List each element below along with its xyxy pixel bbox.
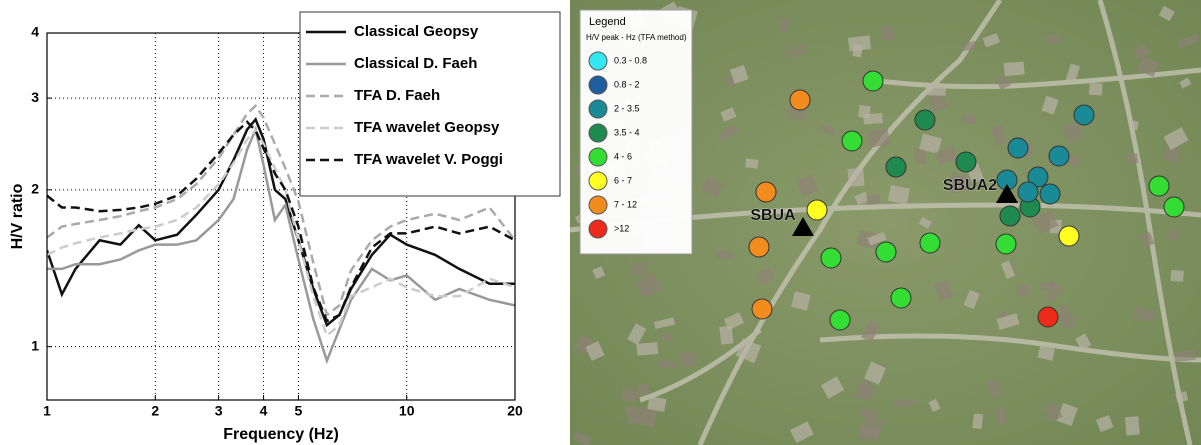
map-legend-label: 0.8 - 2 bbox=[614, 79, 640, 89]
site-marker bbox=[749, 237, 769, 257]
x-axis-label: Frequency (Hz) bbox=[223, 426, 339, 443]
legend-label: Classical D. Faeh bbox=[354, 55, 477, 72]
legend-label: TFA D. Faeh bbox=[354, 87, 440, 104]
site-marker bbox=[1038, 307, 1058, 327]
site-marker bbox=[876, 242, 896, 262]
legend-label: TFA wavelet Geopsy bbox=[354, 119, 500, 136]
site-marker bbox=[1018, 182, 1038, 202]
building bbox=[848, 35, 871, 51]
building bbox=[716, 251, 733, 260]
building bbox=[1004, 61, 1025, 76]
building bbox=[881, 26, 895, 41]
building bbox=[961, 114, 976, 124]
map-legend-swatch bbox=[589, 52, 607, 70]
building bbox=[859, 409, 877, 418]
x-tick-label: 3 bbox=[215, 403, 223, 419]
site-marker bbox=[1149, 176, 1169, 196]
map-legend-title: Legend bbox=[589, 16, 626, 28]
y-tick-label: 1 bbox=[31, 337, 39, 353]
map-legend-label: 3.5 - 4 bbox=[614, 127, 640, 137]
site-marker bbox=[1049, 146, 1069, 166]
map-legend-label: 2 - 3.5 bbox=[614, 103, 640, 113]
building bbox=[848, 168, 865, 187]
site-marker bbox=[1000, 206, 1020, 226]
building bbox=[1129, 120, 1139, 130]
x-tick-label: 20 bbox=[507, 403, 523, 419]
x-tick-label: 4 bbox=[260, 403, 268, 419]
building bbox=[636, 342, 658, 356]
site-marker bbox=[807, 200, 827, 220]
building bbox=[779, 17, 789, 33]
map-legend-subtitle: H/V peak - Hz (TFA method) bbox=[586, 33, 687, 42]
site-marker bbox=[863, 71, 883, 91]
building bbox=[638, 383, 651, 396]
x-tick-label: 1 bbox=[43, 403, 51, 419]
site-marker bbox=[915, 110, 935, 130]
x-tick-label: 10 bbox=[399, 403, 415, 419]
building bbox=[632, 261, 646, 275]
x-tick-label: 5 bbox=[295, 403, 303, 419]
map-legend-swatch bbox=[589, 196, 607, 214]
map-legend-swatch bbox=[589, 124, 607, 142]
building bbox=[1126, 153, 1139, 165]
site-marker bbox=[1164, 197, 1184, 217]
y-axis-label: H/V ratio bbox=[9, 183, 26, 249]
figure: 1 2 3 4 5 10 20 1 2 3 4 Frequency (Hz) H/V ratio Clas… bbox=[0, 0, 1201, 445]
map-legend-label: 6 - 7 bbox=[614, 175, 632, 185]
station-label: SBUA bbox=[750, 207, 796, 224]
building bbox=[962, 41, 976, 50]
site-marker bbox=[956, 152, 976, 172]
building bbox=[1059, 306, 1071, 322]
map-legend-label: 0.3 - 0.8 bbox=[614, 55, 647, 65]
map-legend-swatch bbox=[589, 148, 607, 166]
station-label: SBUA2 bbox=[943, 177, 997, 194]
building bbox=[745, 158, 759, 168]
site-marker bbox=[821, 248, 841, 268]
map-legend-swatch bbox=[589, 100, 607, 118]
building bbox=[1044, 33, 1058, 44]
site-marker bbox=[1008, 138, 1028, 158]
map-legend-swatch bbox=[589, 76, 607, 94]
building bbox=[1125, 416, 1140, 436]
building bbox=[679, 351, 697, 367]
site-marker bbox=[1074, 105, 1094, 125]
building bbox=[926, 85, 946, 96]
map-legend-label: 4 - 6 bbox=[614, 151, 632, 161]
map-legend-label: 7 - 12 bbox=[614, 199, 637, 209]
y-tick-label: 2 bbox=[31, 181, 39, 197]
site-marker bbox=[842, 131, 862, 151]
site-marker bbox=[1059, 226, 1079, 246]
y-tick-label: 4 bbox=[31, 24, 39, 40]
site-marker bbox=[1040, 184, 1060, 204]
legend-label: Classical Geopsy bbox=[354, 23, 479, 40]
building bbox=[972, 414, 983, 429]
y-tick-label: 3 bbox=[31, 89, 39, 105]
site-marker bbox=[891, 288, 911, 308]
map-legend-swatch bbox=[589, 220, 607, 238]
site-marker bbox=[830, 310, 850, 330]
x-tick-label: 2 bbox=[151, 403, 159, 419]
site-marker bbox=[790, 90, 810, 110]
site-marker bbox=[920, 233, 940, 253]
site-marker bbox=[752, 299, 772, 319]
site-marker bbox=[756, 182, 776, 202]
building bbox=[1089, 83, 1103, 96]
site-marker bbox=[886, 157, 906, 177]
site-marker bbox=[996, 234, 1016, 254]
building bbox=[893, 399, 915, 407]
building bbox=[858, 105, 870, 118]
legend-label: TFA wavelet V. Poggi bbox=[354, 151, 503, 168]
map-legend-swatch bbox=[589, 172, 607, 190]
map-legend-label: >12 bbox=[614, 223, 629, 233]
building bbox=[1170, 270, 1183, 282]
